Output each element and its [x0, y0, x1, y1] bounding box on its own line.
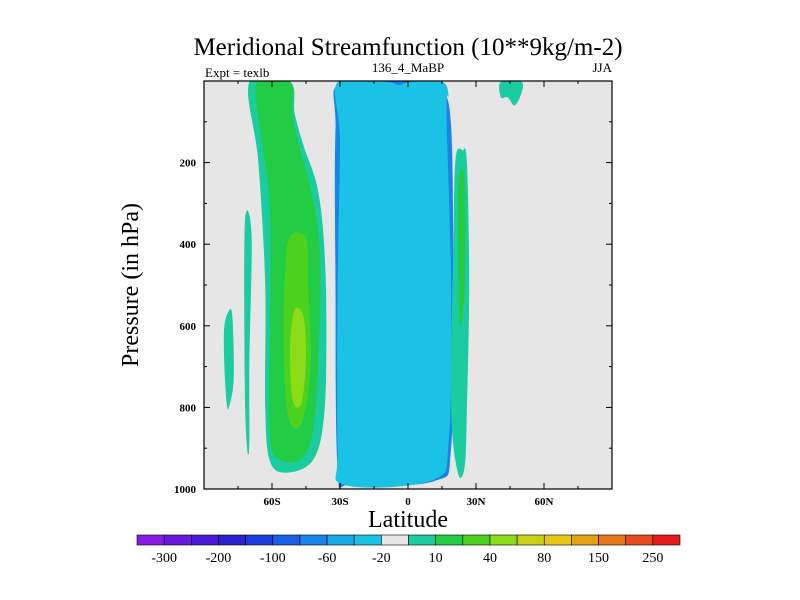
y-tick-label: 600 [180, 321, 197, 333]
y-tick-label: 200 [180, 158, 197, 170]
colorbar-label: -300 [151, 551, 177, 566]
colorbar-swatch [516, 534, 545, 546]
colorbar-swatch [136, 534, 165, 546]
colorbar-swatch [218, 534, 246, 546]
colorbar-swatch [299, 534, 328, 546]
colorbar-label: 10 [429, 551, 443, 566]
colorbar-swatch [625, 534, 654, 546]
y-tick-label: 400 [180, 239, 197, 251]
colorbar-swatch [163, 534, 192, 546]
y-tick-label: 800 [180, 402, 197, 414]
chart-title: Meridional Streamfunction (10**9kg/m-2) [193, 34, 622, 61]
contour-region-80-14 [290, 307, 307, 408]
colorbar-swatch [543, 534, 572, 546]
y-tick-label: 1000 [174, 484, 197, 496]
colorbar-swatch [435, 534, 464, 546]
x-axis-label: Latitude [368, 507, 448, 533]
colorbar-swatch [598, 534, 626, 546]
colorbar-label: -200 [206, 551, 232, 566]
colorbar-label: -100 [260, 551, 286, 566]
colorbar-swatch [571, 534, 599, 546]
x-tick-label: 30N [467, 496, 486, 508]
right-string: JJA [592, 60, 612, 75]
contour-region-10-10 [499, 81, 524, 106]
colorbar-label: -60 [318, 551, 337, 566]
colorbar-swatch [381, 534, 409, 546]
colorbar-swatch [408, 534, 436, 546]
colorbar-swatch [326, 534, 355, 546]
colorbar-swatch [272, 534, 301, 546]
colorbar-label: 150 [588, 551, 609, 566]
left-string: Expt = texlb [205, 65, 269, 80]
x-tick-label: 60S [263, 496, 280, 508]
contour-region-20-12 [457, 168, 466, 327]
colorbar-label: 40 [483, 551, 497, 566]
center-string: 136_4_MaBP [372, 60, 444, 75]
y-axis-label: Pressure (in hPa) [118, 203, 144, 367]
contour-region-10-7 [244, 210, 252, 455]
contour-fill-layer [223, 81, 524, 489]
x-tick-label: 60N [535, 496, 554, 508]
colorbar-swatch [489, 534, 518, 546]
colorbar-swatch [353, 534, 382, 546]
contour-region-10-6 [223, 309, 234, 410]
colorbar-swatch [191, 534, 219, 546]
colorbar-swatch [245, 534, 274, 546]
x-tick-label: 0 [405, 496, 411, 508]
colorbar-swatch [462, 534, 491, 546]
axis-ticks: 200 400 600 800 1000 60S 30S 0 30N 60N [174, 81, 612, 508]
contour-region--10-5 [334, 81, 452, 488]
colorbar-label: -20 [372, 551, 391, 566]
x-tick-label: 30S [331, 496, 348, 508]
colorbar: -300 -200 -100 -60 -20 10 40 80 150 250 [136, 534, 681, 566]
colorbar-label: 250 [642, 551, 663, 566]
colorbar-label: 80 [537, 551, 551, 566]
colorbar-swatch [652, 534, 681, 546]
